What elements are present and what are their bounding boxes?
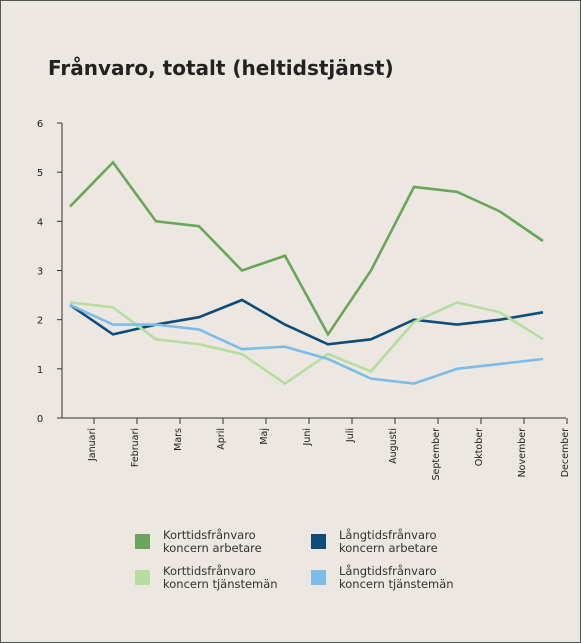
legend-label: Långtidsfrånvaro koncern tjänstemän	[339, 564, 454, 591]
legend-label: Korttidsfrånvaro koncern tjänstemän	[163, 564, 278, 591]
y-tick-label: 5	[37, 168, 43, 179]
series-line	[69, 160, 544, 337]
legend-swatch	[311, 570, 326, 585]
series-line	[69, 298, 544, 346]
y-tick-label: 6	[37, 119, 43, 130]
y-tick-label: 0	[37, 414, 43, 425]
x-tick-label: Februari	[130, 428, 141, 467]
y-tick-label: 4	[37, 217, 43, 228]
x-tick-label: Maj	[259, 428, 270, 445]
series-line	[69, 301, 544, 386]
legend-label: Långtidsfrånvaro koncern arbetare	[339, 528, 438, 555]
legend-swatch	[135, 534, 150, 549]
y-tick-label: 3	[37, 267, 43, 278]
x-tick-label: Augusti	[388, 428, 399, 464]
x-tick-label: April	[216, 428, 227, 450]
series-line	[69, 303, 544, 385]
x-tick-label: November	[517, 428, 528, 478]
y-tick-label: 1	[37, 365, 43, 376]
x-tick-label: Mars	[173, 428, 184, 451]
x-tick-label: Juli	[345, 428, 356, 443]
y-tick-label: 2	[37, 316, 43, 327]
x-tick-label: December	[560, 428, 571, 477]
legend-swatch	[311, 534, 326, 549]
x-tick-label: Januari	[87, 428, 98, 462]
chart-title: Frånvaro, totalt (heltidstjänst)	[48, 56, 394, 80]
legend-swatch	[135, 570, 150, 585]
legend-label: Korttidsfrånvaro koncern arbetare	[163, 528, 262, 555]
x-tick-label: Juni	[302, 428, 313, 446]
x-tick-label: Oktober	[474, 428, 485, 466]
x-tick-label: September	[431, 428, 442, 481]
